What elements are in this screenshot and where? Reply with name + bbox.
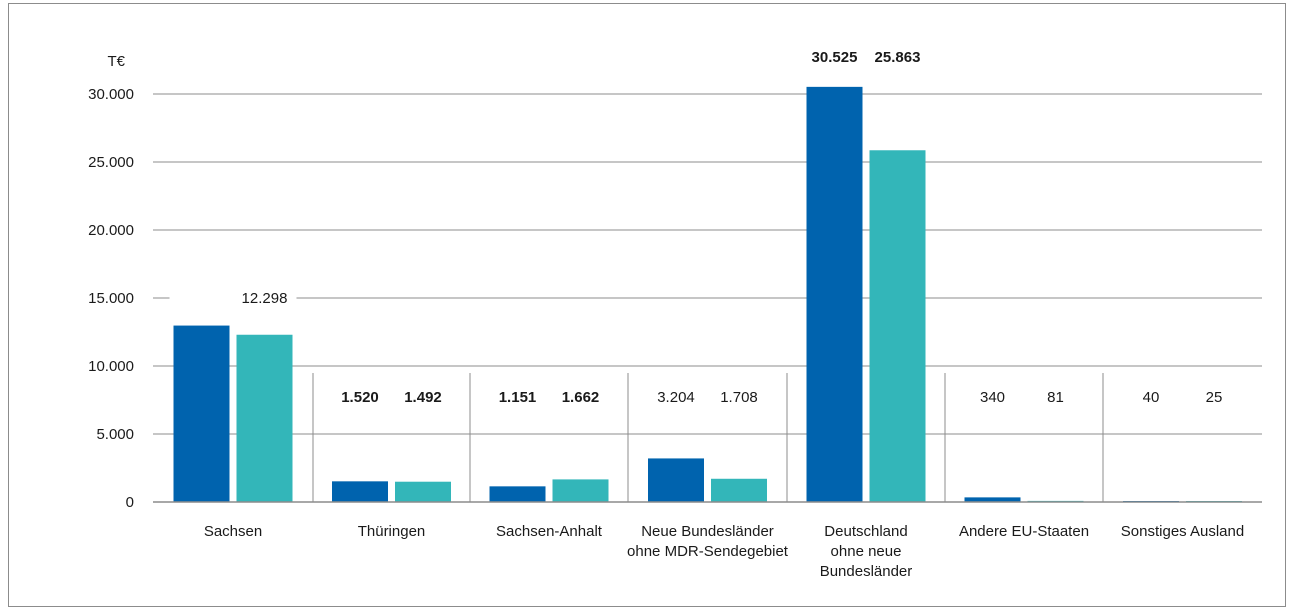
- bar: [806, 86, 863, 503]
- bar: [489, 486, 546, 502]
- category-label: Thüringen: [358, 523, 426, 540]
- category-label: Sachsen-Anhalt: [496, 523, 603, 540]
- category-label: Neue Bundesländer: [641, 523, 774, 540]
- bar: [552, 479, 609, 502]
- data-label: 12.298: [242, 290, 288, 307]
- bar: [395, 481, 451, 502]
- category-label: Deutschland: [824, 523, 907, 540]
- y-tick-label: 10.000: [88, 358, 134, 375]
- data-label: 1.708: [720, 389, 758, 406]
- category-label: Bundesländer: [820, 563, 913, 580]
- data-label: 81: [1047, 389, 1064, 406]
- y-tick-label: 0: [126, 494, 134, 511]
- y-tick-label: 5.000: [96, 426, 134, 443]
- bar: [964, 497, 1021, 502]
- data-label: 1.492: [404, 389, 442, 406]
- bar: [711, 478, 767, 502]
- data-label: 25: [1206, 389, 1223, 406]
- y-tick-label: 30.000: [88, 86, 134, 103]
- data-label: 1.520: [341, 389, 379, 406]
- bar: [869, 150, 926, 503]
- data-label: 1.662: [562, 389, 600, 406]
- category-label: Sachsen: [204, 523, 262, 540]
- bar: [236, 334, 293, 502]
- bar: [332, 481, 388, 502]
- data-label: 40: [1143, 389, 1160, 406]
- data-label: 1.151: [499, 389, 537, 406]
- data-label: 25.863: [875, 49, 921, 66]
- category-label: ohne MDR-Sendegebiet: [627, 543, 789, 560]
- bar: [648, 458, 704, 502]
- y-unit-label: T€: [107, 53, 125, 70]
- category-label: Andere EU-Staaten: [959, 523, 1089, 540]
- data-label: 340: [980, 389, 1005, 406]
- category-label: ohne neue: [831, 543, 902, 560]
- y-tick-label: 15.000: [88, 290, 134, 307]
- data-label: 3.204: [657, 389, 695, 406]
- bar: [173, 325, 230, 502]
- y-tick-label: 25.000: [88, 154, 134, 171]
- data-label: 30.525: [812, 49, 858, 66]
- y-tick-label: 20.000: [88, 222, 134, 239]
- category-label: Sonstiges Ausland: [1121, 523, 1244, 540]
- label-backdrop: [169, 286, 297, 308]
